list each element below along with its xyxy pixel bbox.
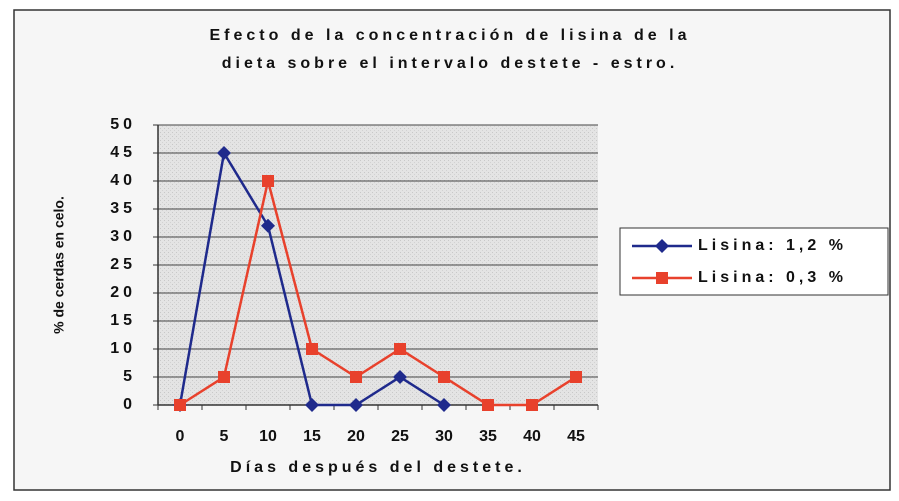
marker (393, 370, 407, 384)
x-tick-label: 10 (259, 428, 277, 445)
y-tick-label: 35 (110, 200, 136, 217)
y-tick-label: 50 (110, 116, 136, 133)
y-tick-label: 45 (110, 144, 136, 161)
marker (437, 398, 451, 412)
series-line (179, 180, 577, 407)
marker (438, 371, 450, 383)
y-tick-label: 30 (110, 228, 136, 245)
marker (261, 218, 275, 233)
marker (306, 343, 318, 355)
legend-marker (656, 272, 668, 284)
y-tick-label: 15 (110, 312, 136, 329)
marker (217, 146, 231, 160)
marker (350, 371, 362, 383)
x-tick-label: 0 (176, 428, 185, 445)
marker (305, 398, 319, 412)
y-tick-label: 40 (110, 172, 136, 189)
marker (174, 399, 186, 411)
legend-label: Lisina: 1,2 % (698, 237, 847, 254)
y-tick-label: 0 (123, 396, 136, 413)
marker (218, 371, 230, 383)
y-tick-label: 20 (110, 284, 136, 301)
y-tick-label: 25 (110, 256, 136, 273)
legend-marker (655, 239, 669, 253)
x-tick-label: 30 (435, 428, 453, 445)
x-tick-label: 40 (523, 428, 541, 445)
marker (482, 399, 494, 411)
marker (570, 371, 582, 383)
marker (394, 343, 406, 355)
legend-label: Lisina: 0,3 % (698, 269, 847, 286)
x-tick-label: 15 (303, 428, 321, 445)
y-tick-label: 5 (123, 368, 136, 385)
marker (262, 175, 274, 187)
x-axis-label: Días después del destete. (230, 459, 526, 476)
marker (526, 399, 538, 411)
x-tick-label: 35 (479, 428, 497, 445)
x-tick-label: 5 (220, 428, 229, 445)
x-tick-label: 25 (391, 428, 409, 445)
x-tick-label: 45 (567, 428, 585, 445)
chart-title: dieta sobre el intervalo destete - estro… (222, 55, 679, 72)
x-tick-label: 20 (347, 428, 365, 445)
marker (349, 398, 363, 412)
chart-title: Efecto de la concentración de lisina de … (210, 27, 691, 44)
y-tick-label: 10 (110, 340, 136, 357)
y-axis-label: % de cerdas en celo. (51, 196, 67, 334)
